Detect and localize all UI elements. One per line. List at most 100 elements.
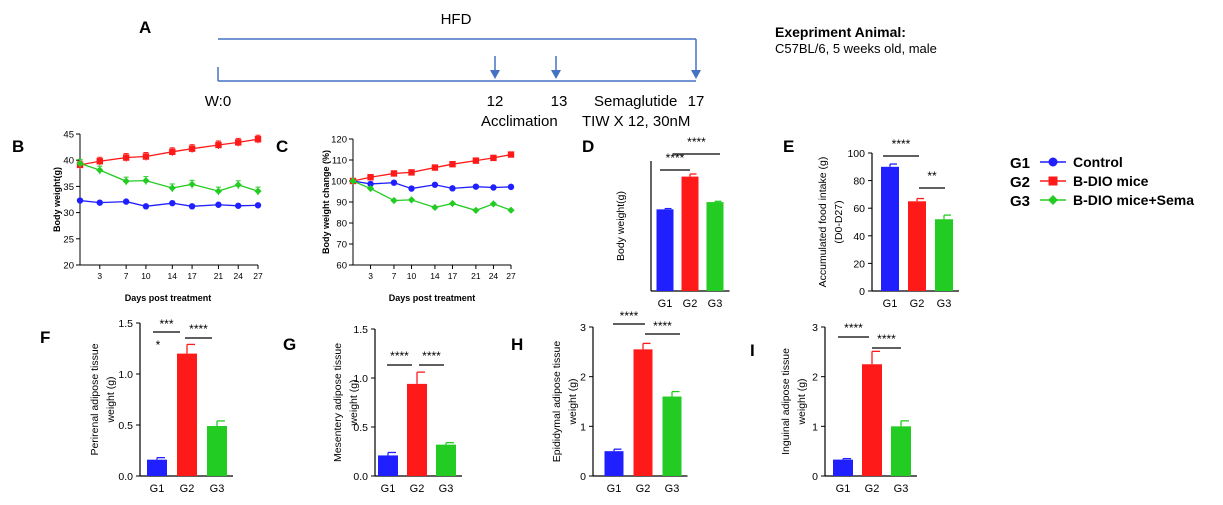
data-point-diamond [76,159,84,167]
y-tick-label: 25 [63,234,74,245]
panel-letter-h: H [511,335,523,354]
y-tick-label: 0.5 [353,422,368,434]
x-tick-label: 24 [233,271,243,281]
regimen-label: TIW X 12, 30nM [582,113,690,130]
panel-letter-e: E [783,137,794,156]
y-tick-label: 40 [63,156,74,167]
bar-g1 [656,209,674,291]
x-tick-label: G3 [210,483,225,495]
y-tick-label: 1.5 [353,324,368,336]
y-tick-label: 1 [580,421,586,433]
x-tick-label: G2 [636,483,651,495]
week12-arrow-head [490,70,500,79]
data-point-square [390,170,398,177]
y-tick-label: 60 [853,203,865,215]
x-tick-label: G2 [683,298,698,310]
series-line [79,199,259,207]
significance-label: **** [877,332,896,346]
panel-a-timeline: A HFD W:0 12 13 Semaglutide 17 Acclimati… [139,11,937,130]
data-point-square [507,151,515,158]
data-point-diamond [507,206,515,214]
bar-g1 [147,459,167,476]
x-tick-label: G3 [937,298,952,310]
chart-i: 0 1 2 3 G1 G2 G3 Inguinal adipose tissue weight … [780,321,917,495]
x-tick-label: G2 [865,483,880,495]
y-tick-label: 0.5 [118,420,133,432]
series-line [79,162,259,192]
data-point-circle [254,202,262,209]
data-point-diamond [448,199,457,208]
y-tick-label: 3 [580,322,586,334]
x-tick-label: G2 [180,483,195,495]
y-tick-label: 45 [63,130,74,141]
significance-label: **** [390,349,409,363]
x-tick-label: 27 [506,271,516,281]
data-point-square [188,145,196,152]
data-point-diamond [349,177,357,185]
bar-g3 [662,396,682,476]
legend-name: Control [1073,154,1123,170]
x-tick-label: 7 [392,271,397,281]
data-point-diamond [390,196,398,205]
x-tick-label: 10 [141,271,151,281]
y-axis-label: Mesentery adipose tissue [332,343,344,462]
data-point-diamond [168,184,176,192]
x-tick-label: G3 [439,483,454,495]
bar-g3 [935,219,953,291]
data-point-circle [188,203,196,210]
series-g1 [349,177,515,192]
chart-d: G1 G2 G3 Body weight(g) ******** [615,135,730,310]
chart-b: 20 25 30 35 40 45 3 7 10 14 17 21 24 27 Days post trea… [52,130,263,304]
week0-label: W:0 [205,93,231,110]
panel-letter-d: D [582,137,594,156]
y-tick-label: 40 [853,231,865,243]
x-axis-label: Days post treatment [125,293,212,303]
x-tick-label: 10 [407,271,417,281]
chart-h: 0 1 2 3 G1 G2 G3 Epididymal adipose tissue weigh… [551,309,688,495]
end-arrow-head [691,70,701,79]
data-point-circle [490,184,497,191]
data-point-circle [431,181,439,188]
data-point-square [431,164,439,171]
panel-letter-c: C [276,137,288,156]
legend-marker-square [1048,176,1058,186]
y-axis-label: Body weight(g) [52,167,62,232]
data-point-diamond [122,177,130,185]
y-tick-label: 100 [331,177,347,188]
y-axis-label: Epididymal adipose tissue [551,341,563,463]
legend-code: G3 [1010,193,1030,210]
y-tick-label: 35 [63,182,74,193]
y-axis-label: Accumulated food intake (g) [817,157,829,288]
significance-label: **** [422,349,441,363]
data-point-circle [390,179,398,186]
x-tick-label: G1 [836,483,851,495]
y-tick-label: 90 [336,198,347,209]
series-g3 [76,158,262,196]
data-point-square [408,169,415,176]
x-tick-label: G3 [708,298,723,310]
y-tick-label: 70 [336,240,347,251]
y-tick-label: 20 [853,258,865,270]
significance-label: *** [159,317,173,331]
data-point-circle [367,180,374,188]
y-axis-label-line2: weight (g) [567,378,579,425]
data-point-circle [507,183,515,191]
data-point-diamond [431,203,439,212]
hfd-label: HFD [441,11,472,28]
x-tick-label: 3 [97,271,102,281]
bar-g2 [633,349,653,476]
legend-name: B-DIO mice+Sema [1073,192,1194,208]
legend-code: G1 [1010,155,1030,172]
data-point-diamond [472,206,480,214]
data-point-square [96,158,103,165]
y-tick-label: 1.0 [118,369,133,381]
series-g1 [76,197,262,210]
y-tick-label: 2 [812,372,818,384]
data-point-square [142,153,150,160]
y-axis-label-line2: weight (g) [105,376,117,423]
significance-label: **** [189,322,208,336]
data-point-square [215,141,222,149]
significance-label: **** [620,309,639,323]
significance-label: **** [844,321,863,335]
